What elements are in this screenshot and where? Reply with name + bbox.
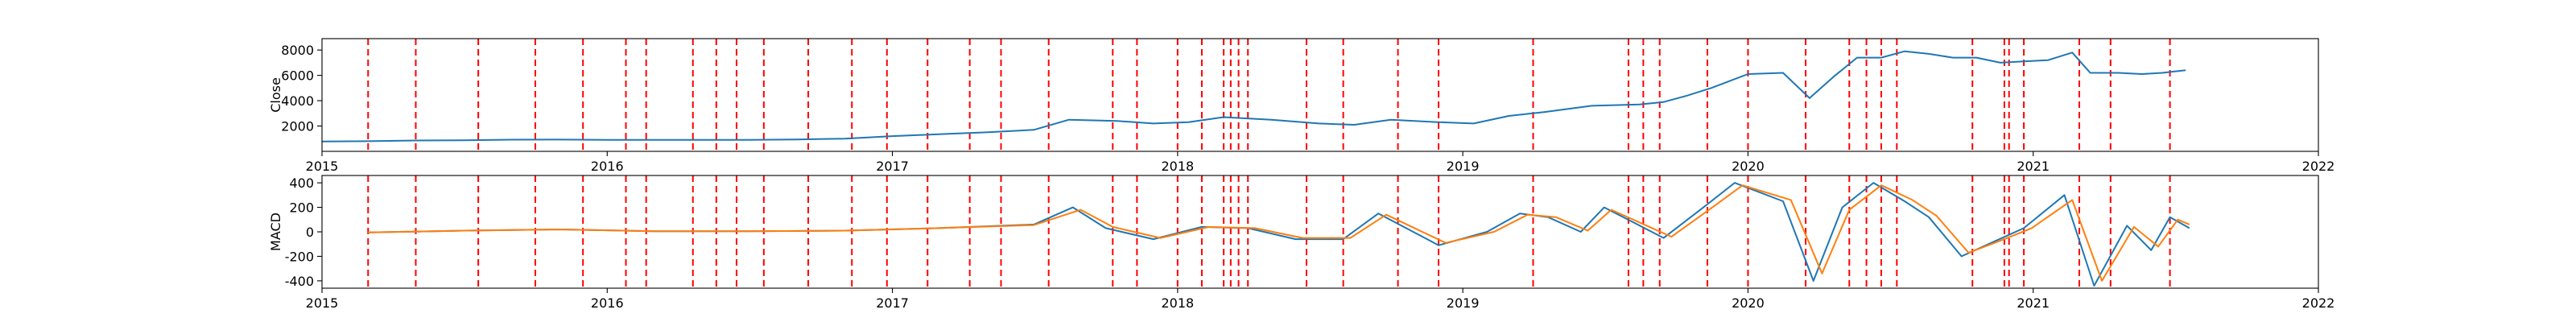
close-x-tick-label-2022: 2022	[2302, 159, 2335, 174]
close-x-tick-label-2016: 2016	[591, 159, 624, 174]
macd-x-tick-label-2021: 2021	[2017, 295, 2050, 311]
close-y-axis-label: Close	[268, 77, 283, 113]
macd-y-tick-label-400: 400	[289, 175, 314, 191]
close-series	[321, 50, 2186, 142]
close-x-tick-label-2017: 2017	[876, 159, 909, 174]
close-y-ticks: 2000 4000 6000 8000	[281, 43, 322, 134]
macd-y-ticks: -400 -200 0 200 400	[285, 175, 322, 289]
macd-x-tick-label-2018: 2018	[1161, 295, 1194, 311]
macd-y-tick-label--200: -200	[285, 249, 314, 264]
close-x-tick-label-2021: 2021	[2017, 159, 2050, 174]
macd-y-tick-label--400: -400	[285, 274, 314, 289]
macd-x-tick-label-2016: 2016	[591, 295, 624, 311]
close-y-tick-label-8000: 8000	[281, 43, 314, 58]
macd-series-line-2	[368, 184, 2190, 282]
close-panel: 2015 2016 2017 2018 2019 2020 2021 2022 2000 400…	[268, 38, 2335, 174]
close-y-tick-label-4000: 4000	[281, 93, 314, 109]
close-x-tick-label-2020: 2020	[1732, 159, 1765, 174]
macd-series	[368, 182, 2190, 287]
close-y-tick-label-6000: 6000	[281, 68, 314, 84]
close-x-tick-label-2018: 2018	[1161, 159, 1194, 174]
macd-panel: 2015 2016 2017 2018 2019 2020 2021 2022 -400 -20…	[268, 175, 2334, 311]
close-axes-frame	[321, 38, 2319, 152]
close-x-ticks: 2015 2016 2017 2018 2019 2020 2021 2022	[306, 151, 2335, 174]
close-event-lines	[367, 39, 2171, 151]
macd-y-axis-label: MACD	[268, 213, 283, 251]
macd-y-tick-label-200: 200	[289, 200, 314, 216]
macd-x-tick-label-2022: 2022	[2302, 295, 2335, 311]
macd-x-tick-label-2017: 2017	[876, 295, 909, 311]
close-series-line-1	[321, 50, 2186, 142]
close-y-tick-label-2000: 2000	[281, 119, 314, 134]
macd-x-tick-label-2019: 2019	[1447, 295, 1480, 311]
macd-y-tick-label-0: 0	[306, 225, 314, 240]
close-x-tick-label-2019: 2019	[1447, 159, 1480, 174]
macd-event-lines	[367, 175, 2171, 288]
macd-x-tick-label-2020: 2020	[1732, 295, 1765, 311]
macd-x-tick-label-2015: 2015	[306, 295, 339, 311]
close-x-tick-label-2015: 2015	[306, 159, 339, 174]
macd-x-ticks: 2015 2016 2017 2018 2019 2020 2021 2022	[306, 288, 2335, 311]
